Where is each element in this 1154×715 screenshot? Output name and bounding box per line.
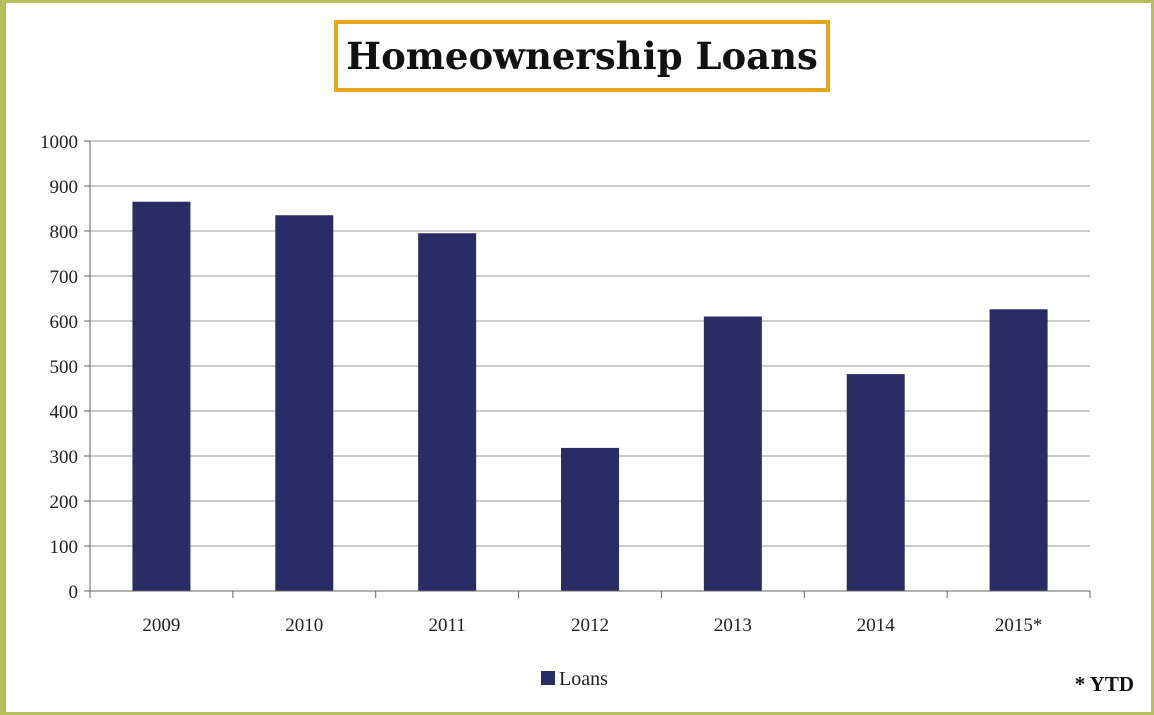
y-tick-label: 400 — [50, 402, 79, 423]
bar-2013 — [703, 316, 762, 591]
x-tick-label: 2012 — [571, 615, 609, 636]
bar-2014 — [846, 374, 905, 591]
x-tick-label: 2013 — [714, 615, 752, 636]
legend-label: Loans — [559, 668, 608, 690]
y-tick-label: 700 — [50, 267, 79, 288]
bar-2011 — [418, 233, 477, 591]
bar-2012 — [561, 447, 619, 591]
y-tick-label: 300 — [50, 447, 79, 468]
x-tick-label: 2011 — [428, 615, 465, 636]
y-tick-label: 500 — [50, 357, 79, 378]
legend-swatch — [541, 671, 555, 685]
footnote: * YTD — [1074, 672, 1134, 696]
x-tick-label: 2014 — [857, 615, 896, 636]
y-tick-label: 900 — [50, 177, 79, 198]
y-tick-label: 1000 — [40, 132, 78, 153]
bar-2015* — [989, 309, 1048, 591]
x-tick-label: 2009 — [142, 615, 180, 636]
y-tick-label: 600 — [50, 312, 79, 333]
bars — [132, 201, 1048, 591]
bar-2010 — [275, 215, 334, 591]
y-tick-label: 800 — [50, 222, 79, 243]
x-axis: 2009 2010 2011 2012 2013 2014 2015* — [89, 590, 1091, 636]
x-tick-label: 2015* — [995, 615, 1043, 636]
y-tick-label: 100 — [50, 537, 79, 558]
y-axis-ticks: 0 100 200 300 400 500 600 700 800 900 1000 — [40, 132, 91, 603]
y-tick-label: 200 — [50, 492, 79, 513]
chart-title: Homeownership Loans — [334, 20, 830, 92]
x-tick-label: 2010 — [285, 615, 323, 636]
bar-2009 — [132, 201, 191, 591]
legend: Loans — [541, 668, 608, 690]
y-tick-label: 0 — [69, 582, 79, 603]
gridlines — [90, 140, 1090, 547]
